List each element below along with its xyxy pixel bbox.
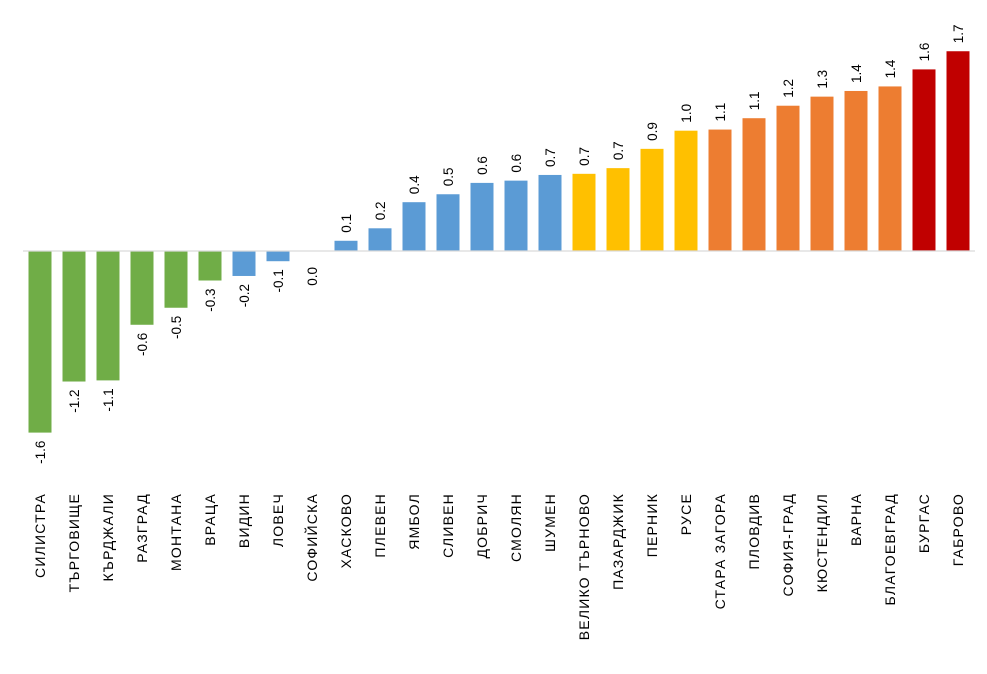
value-label-24: 1.3 [815,70,830,89]
bar-8 [266,251,290,262]
category-labels: СИЛИСТРА ТЪРГОВИЩЕ КЪРДЖАЛИ РАЗГРАД МОНТАНА В… [32,493,966,640]
category-label-27: БУРГАС [916,493,932,553]
category-label-10: ХАСКОВО [338,493,354,569]
value-label-8: -0.1 [271,269,286,292]
value-label-9: 0.0 [305,267,320,286]
category-label-25: ВАРНА [848,493,864,546]
bar-27 [912,69,936,252]
bar-23 [776,105,800,251]
category-label-28: ГАБРОВО [950,493,966,566]
value-label-10: 0.1 [339,214,354,233]
value-label-4: -0.6 [135,333,150,356]
bar-15 [504,180,528,251]
category-label-7: ВИДИН [236,493,252,548]
category-label-18: ПАЗАРДЖИК [610,493,626,590]
value-label-17: 0.7 [577,147,592,166]
value-label-1: -1.6 [33,441,48,464]
category-label-13: СЛИВЕН [440,493,456,558]
value-label-18: 0.7 [611,141,626,160]
bar-16 [538,174,562,251]
category-label-5: МОНТАНА [168,493,184,571]
value-label-23: 1.2 [781,79,796,98]
value-label-5: -0.5 [169,316,184,339]
value-label-6: -0.3 [203,289,218,312]
value-label-12: 0.4 [407,175,422,194]
category-label-22: ПЛОВДИВ [746,493,762,569]
bar-25 [844,90,868,251]
category-label-23: СОФИЯ-ГРАД [780,493,796,596]
value-label-19: 0.9 [645,122,660,141]
category-label-11: ПЛЕВЕН [372,493,388,558]
value-label-22: 1.1 [747,91,762,110]
bar-3 [96,251,120,381]
category-label-12: ЯМБОЛ [406,493,422,550]
bar-26 [878,86,902,252]
value-label-2: -1.2 [67,390,82,413]
category-label-15: СМОЛЯН [508,493,524,562]
value-label-11: 0.2 [373,202,388,221]
bar-22 [742,118,766,252]
value-label-25: 1.4 [849,64,864,83]
category-label-6: ВРАЦА [202,493,218,546]
value-label-3: -1.1 [101,388,116,411]
bar-21 [708,129,732,251]
bar-10 [334,240,358,251]
category-label-2: ТЪРГОВИЩЕ [66,493,82,592]
category-label-1: СИЛИСТРА [32,493,48,578]
category-label-8: ЛОВЕЧ [270,493,286,547]
value-label-15: 0.6 [509,154,524,173]
category-label-3: КЪРДЖАЛИ [100,493,116,582]
value-label-20: 1.0 [679,104,694,123]
value-label-26: 1.4 [883,59,898,78]
bar-4 [130,251,154,325]
value-label-27: 1.6 [917,43,932,62]
value-label-21: 1.1 [713,103,728,122]
bar-28 [946,51,970,251]
value-label-28: 1.7 [951,24,966,43]
category-label-9: СОФИЙСКА [303,493,320,582]
bar-2 [62,251,86,382]
bar-11 [368,228,392,251]
bar-17 [572,173,596,251]
category-label-4: РАЗГРАД [134,493,150,563]
category-label-20: РУСЕ [678,493,694,535]
category-label-26: БЛАГОЕВГРАД [882,493,898,606]
value-label-7: -0.2 [237,284,252,307]
value-labels: -1.6 -1.2 -1.1 -0.6 -0.5 -0.3 -0.2 -0.1 0.0 0.1 0.… [33,24,966,463]
bar-19 [640,148,664,251]
category-label-19: ПЕРНИК [644,493,660,557]
category-label-17: ВЕЛИКО ТЪРНОВО [576,493,592,640]
bar-14 [470,182,494,251]
category-label-21: СТАРА ЗАГОРА [712,493,728,609]
bar-24 [810,96,834,251]
bar-18 [606,168,630,251]
bar-20 [674,130,698,251]
bars [28,51,970,433]
bar-13 [436,194,460,251]
category-label-14: ДОБРИЧ [474,493,490,559]
bar-12 [402,202,426,251]
category-label-16: ШУМЕН [542,493,558,552]
bar-1 [28,251,52,433]
category-label-24: КЮСТЕНДИЛ [814,493,830,592]
value-label-16: 0.7 [543,148,558,167]
bar-5 [164,251,188,308]
bar-7 [232,251,256,276]
value-label-14: 0.6 [475,156,490,175]
bar-6 [198,251,222,281]
value-label-13: 0.5 [441,167,456,186]
